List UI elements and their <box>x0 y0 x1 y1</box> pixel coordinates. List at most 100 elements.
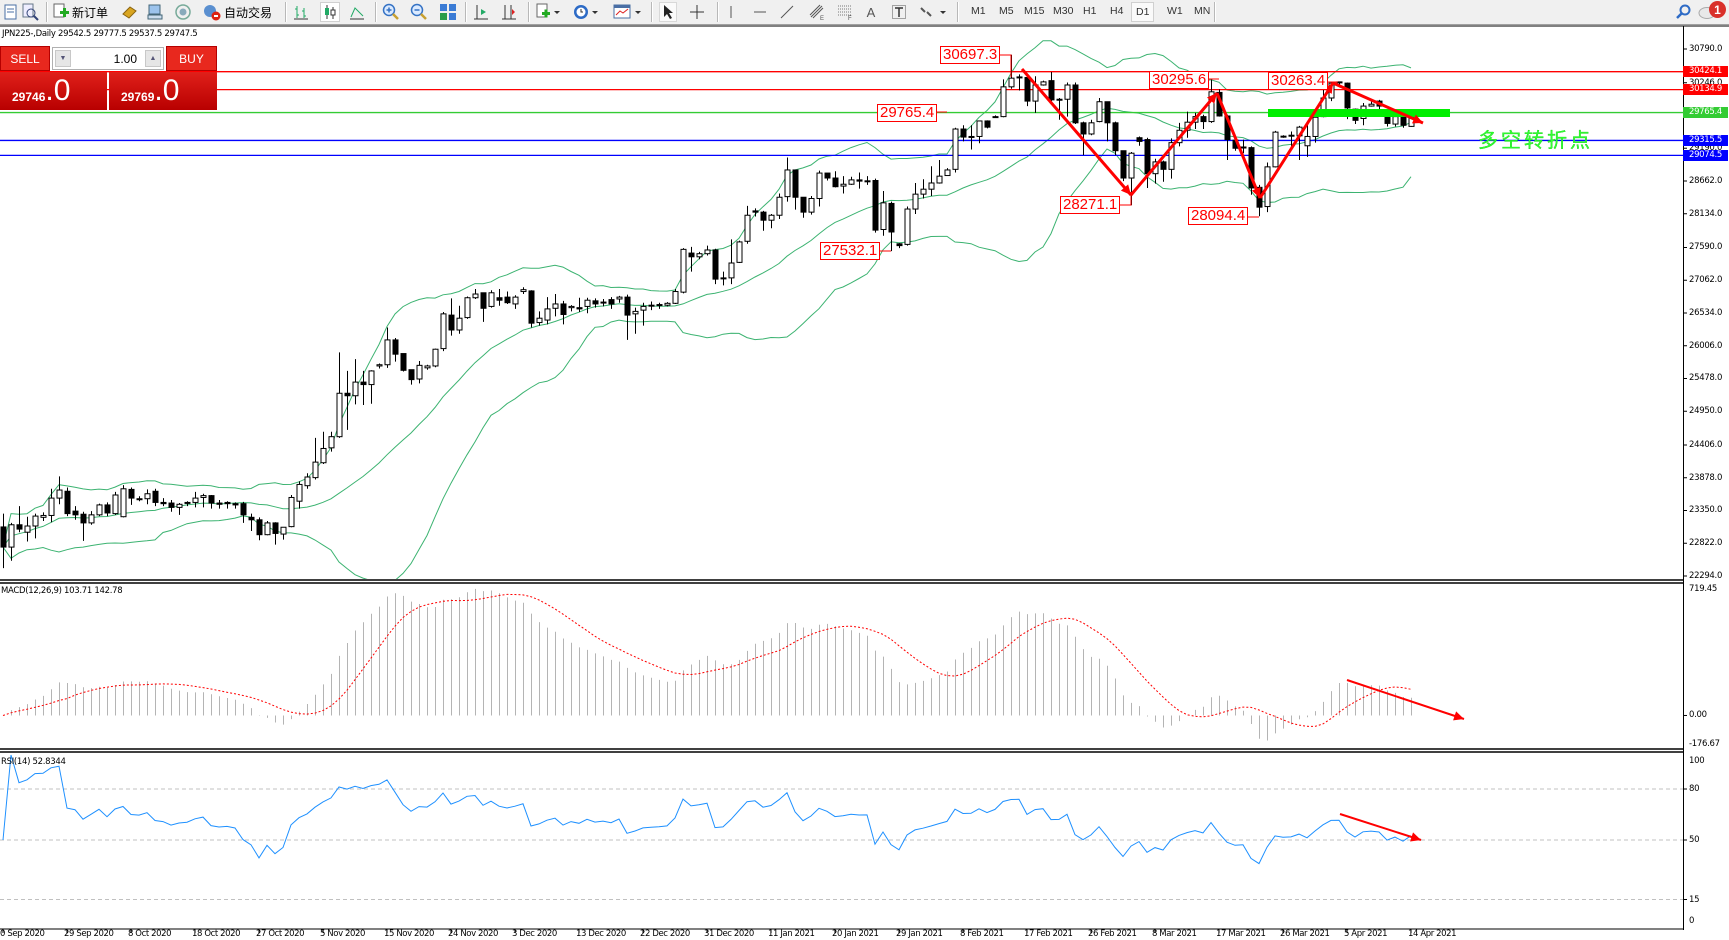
candle-bearish <box>360 381 367 386</box>
lot-size-value[interactable]: 1.00 <box>113 52 137 66</box>
candle-bullish <box>1288 134 1295 137</box>
zoom-in-icon[interactable] <box>381 2 401 22</box>
timeframe-h4[interactable]: H4 <box>1110 5 1124 17</box>
signals-icon[interactable] <box>174 2 192 22</box>
price-axis-label: 22822.0 <box>1689 538 1723 549</box>
lot-size-input[interactable]: ▼ 1.00 ▲ <box>52 47 164 70</box>
timeframe-d1[interactable]: D1 <box>1131 2 1155 22</box>
indicators-icon[interactable] <box>535 2 561 22</box>
candle-bullish <box>176 503 183 508</box>
candle-bearish <box>592 300 599 305</box>
candle-bearish <box>184 501 191 504</box>
timeframe-m30[interactable]: M30 <box>1053 5 1074 17</box>
level-price-label: 29765.4 <box>1683 107 1728 119</box>
candle-bullish <box>200 495 207 498</box>
svg-text:F: F <box>848 16 852 21</box>
candle-bullish <box>536 317 543 324</box>
lot-decrease-icon[interactable]: ▼ <box>55 50 71 67</box>
candle-bullish <box>288 496 295 528</box>
bar-chart-icon[interactable] <box>292 2 310 22</box>
timeframe-m1[interactable]: M1 <box>971 5 986 17</box>
candle-bullish <box>120 488 127 518</box>
candle-bullish <box>912 193 919 210</box>
templates-icon[interactable] <box>613 2 643 22</box>
price-axis-label: 28662.0 <box>1689 175 1723 186</box>
fibonacci-icon[interactable]: F <box>835 2 855 22</box>
search-icon[interactable] <box>1674 2 1692 22</box>
zoom-doc-icon[interactable] <box>20 2 40 22</box>
text-icon[interactable]: A <box>866 4 876 20</box>
buy-button[interactable]: BUY <box>166 46 217 71</box>
line-chart-icon[interactable] <box>348 2 366 22</box>
candle-bearish <box>888 202 895 233</box>
price-axis-label: 22294.0 <box>1689 571 1723 581</box>
new-chart-icon[interactable] <box>2 2 20 22</box>
horizontal-line-icon[interactable] <box>751 2 769 22</box>
rsi-axis-label: 50 <box>1689 835 1700 845</box>
new-order-icon[interactable] <box>52 2 70 22</box>
candle-bullish <box>1168 142 1175 170</box>
timeframe-h1[interactable]: H1 <box>1083 5 1097 17</box>
notification-badge[interactable]: 1 <box>1709 1 1726 18</box>
gold-icon[interactable] <box>120 2 138 22</box>
cursor-icon[interactable] <box>659 2 677 22</box>
text-label-icon[interactable] <box>890 2 908 22</box>
candle-bullish <box>808 197 815 213</box>
periods-icon[interactable] <box>573 2 599 22</box>
candle-bullish <box>1392 116 1399 125</box>
candle-bullish <box>368 370 375 386</box>
equidistant-channel-icon[interactable]: E <box>807 2 827 22</box>
auto-trading-icon[interactable] <box>202 2 222 22</box>
candle-bullish <box>936 175 943 184</box>
candle-bullish <box>432 348 439 367</box>
timeframe-m5[interactable]: M5 <box>999 5 1014 17</box>
timeframe-w1[interactable]: W1 <box>1167 5 1183 17</box>
time-axis-label: 8 Oct 2020 <box>128 929 172 939</box>
candle-bullish <box>1008 77 1015 88</box>
auto-trading-button[interactable]: 自动交易 <box>224 6 273 20</box>
candle-bullish <box>112 494 119 515</box>
candle-bearish <box>0 526 7 548</box>
zoom-out-icon[interactable] <box>409 2 429 22</box>
crosshair-icon[interactable] <box>688 2 706 22</box>
vertical-line-icon[interactable] <box>724 2 738 22</box>
candle-bullish <box>680 248 687 293</box>
candle-bullish <box>328 436 335 449</box>
timeframe-m15[interactable]: M15 <box>1024 5 1045 17</box>
candlestick-chart-icon[interactable] <box>320 2 340 22</box>
time-axis-label: 3 Dec 2020 <box>512 929 557 939</box>
candle-bullish <box>864 180 871 183</box>
zigzag-arrow <box>1258 82 1335 199</box>
candle-bearish <box>72 510 79 516</box>
arrow-head-icon <box>1412 114 1423 124</box>
candle-bullish <box>848 179 855 185</box>
arrow-head-icon <box>1251 187 1261 198</box>
arrow-head-icon <box>1453 711 1464 721</box>
candle-bearish <box>856 179 863 182</box>
candle-bullish <box>920 188 927 195</box>
bollinger-lower-band <box>2 148 1412 579</box>
arrow-head-icon <box>1410 832 1421 842</box>
meta-editor-icon[interactable] <box>146 2 164 22</box>
auto-scroll-icon[interactable] <box>472 2 490 22</box>
candle-bearish <box>344 392 351 397</box>
sell-price-box[interactable]: 29746 .0 <box>0 72 107 110</box>
level-price-label: 29074.5 <box>1683 149 1728 161</box>
tile-windows-icon[interactable] <box>438 2 458 22</box>
trendline-icon[interactable] <box>778 2 796 22</box>
candle-bearish <box>496 297 503 301</box>
candle-bullish <box>280 526 287 535</box>
sell-button[interactable]: SELL <box>0 46 50 71</box>
level-price-label: 29315.5 <box>1683 134 1728 146</box>
price-axis-label: 25478.0 <box>1689 373 1723 384</box>
candle-bearish <box>1080 122 1087 135</box>
new-order-button[interactable]: 新订单 <box>72 6 109 20</box>
buy-price-box[interactable]: 29769 .0 <box>109 72 217 110</box>
arrows-icon[interactable] <box>918 2 948 22</box>
timeframe-mn[interactable]: MN <box>1194 5 1211 17</box>
chart-shift-icon[interactable] <box>500 2 518 22</box>
candle-bullish <box>704 249 711 255</box>
price-annotation: 28271.1 <box>1060 196 1121 214</box>
lot-increase-icon[interactable]: ▲ <box>145 50 161 67</box>
